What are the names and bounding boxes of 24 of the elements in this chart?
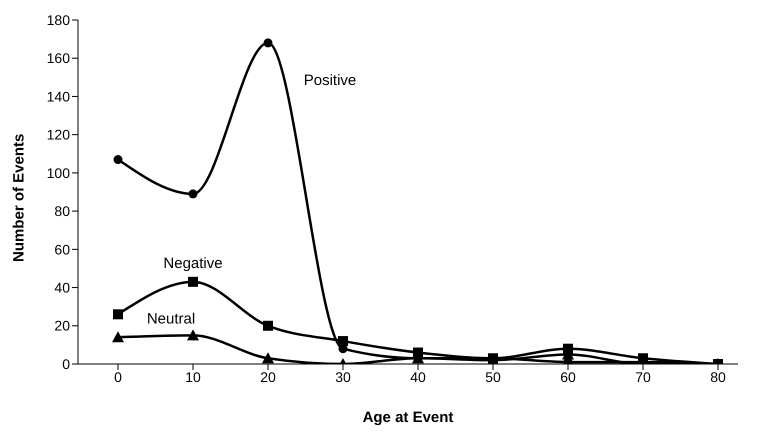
- x-tick-label: 60: [560, 368, 576, 385]
- x-axis-title: Age at Event: [362, 409, 454, 426]
- series-label: Positive: [304, 72, 356, 89]
- y-tick-label: 0: [62, 356, 70, 372]
- y-tick-label: 80: [54, 203, 70, 220]
- x-tick-label: 50: [485, 368, 501, 385]
- x-tick-label: 0: [114, 368, 122, 385]
- x-tick-label: 30: [335, 368, 351, 385]
- y-tick-label: 120: [46, 126, 70, 143]
- y-tick-label: 60: [54, 241, 70, 258]
- x-tick-label: 20: [260, 368, 276, 385]
- series-label: Neutral: [146, 310, 196, 328]
- x-tick-label: 80: [710, 368, 726, 385]
- y-tick-label: 140: [46, 88, 70, 104]
- x-tick-label: 10: [185, 368, 201, 385]
- y-tick-label: 180: [46, 12, 70, 28]
- y-axis-title: Number of Events: [10, 134, 28, 262]
- x-tick-label: 40: [410, 368, 426, 385]
- y-tick-label: 160: [46, 50, 70, 66]
- y-tick-label: 20: [54, 318, 70, 334]
- y-tick-label: 100: [46, 164, 70, 181]
- x-tick-label: 70: [635, 368, 651, 385]
- y-tick-label: 40: [54, 280, 70, 296]
- series-label: Negative: [163, 254, 223, 272]
